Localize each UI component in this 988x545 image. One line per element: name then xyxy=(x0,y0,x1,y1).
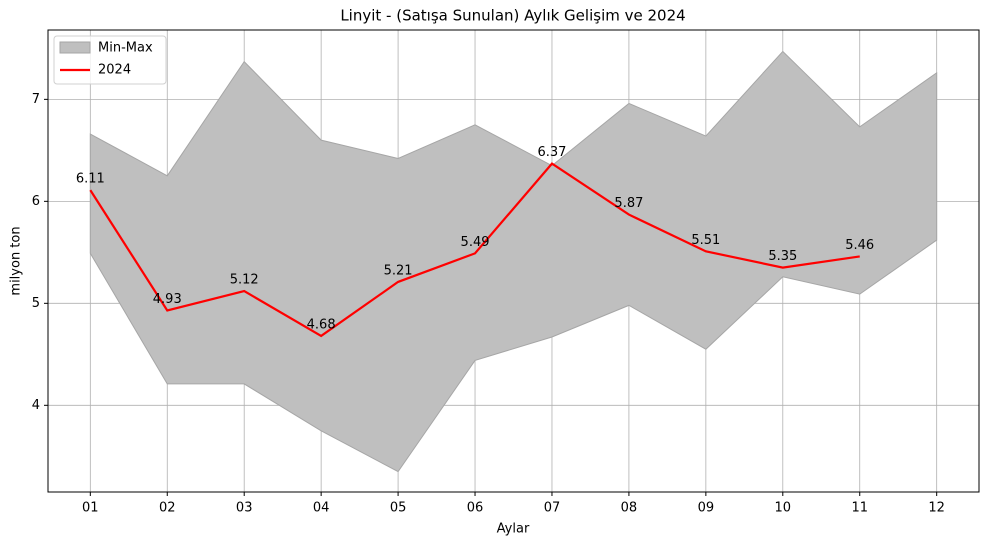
legend-swatch xyxy=(59,41,91,54)
data-label: 5.46 xyxy=(845,238,874,253)
data-label: 5.49 xyxy=(461,235,490,250)
plot-frame xyxy=(47,29,980,493)
x-tick-label: 11 xyxy=(851,501,868,516)
x-tick-label: 07 xyxy=(544,501,561,516)
min-max-band xyxy=(89,50,938,473)
y-tick-label: 6 xyxy=(32,194,40,209)
x-tick-label: 09 xyxy=(698,501,715,516)
data-label: 4.93 xyxy=(153,292,182,307)
x-tick-label: 03 xyxy=(236,501,253,516)
x-tick-label: 04 xyxy=(313,501,330,516)
data-label: 5.12 xyxy=(230,273,259,288)
y-tick-label: 5 xyxy=(32,296,40,311)
x-tick-label: 01 xyxy=(82,501,99,516)
legend-label: Min-Max xyxy=(98,41,153,56)
data-label: 6.11 xyxy=(76,172,105,187)
x-tick-label: 06 xyxy=(467,501,484,516)
data-label: 5.35 xyxy=(768,249,797,264)
legend-label: 2024 xyxy=(98,63,131,78)
data-label: 5.21 xyxy=(384,263,413,278)
data-label: 6.37 xyxy=(537,145,566,160)
y-tick-label: 7 xyxy=(32,92,40,107)
x-tick-label: 10 xyxy=(775,501,792,516)
y-axis-label: milyon ton xyxy=(9,226,24,295)
data-label: 4.68 xyxy=(307,317,336,332)
x-tick-label: 02 xyxy=(159,501,176,516)
data-label: 5.51 xyxy=(691,233,720,248)
x-tick-label: 05 xyxy=(390,501,407,516)
y-tick-label: 4 xyxy=(32,398,40,413)
chart-title: Linyit - (Satışa Sunulan) Aylık Gelişim … xyxy=(340,7,685,25)
line-2024 xyxy=(89,162,860,338)
x-tick-label: 12 xyxy=(928,501,945,516)
x-tick-label: 08 xyxy=(621,501,638,516)
x-axis-label: Aylar xyxy=(497,522,530,537)
data-label: 5.87 xyxy=(614,196,643,211)
